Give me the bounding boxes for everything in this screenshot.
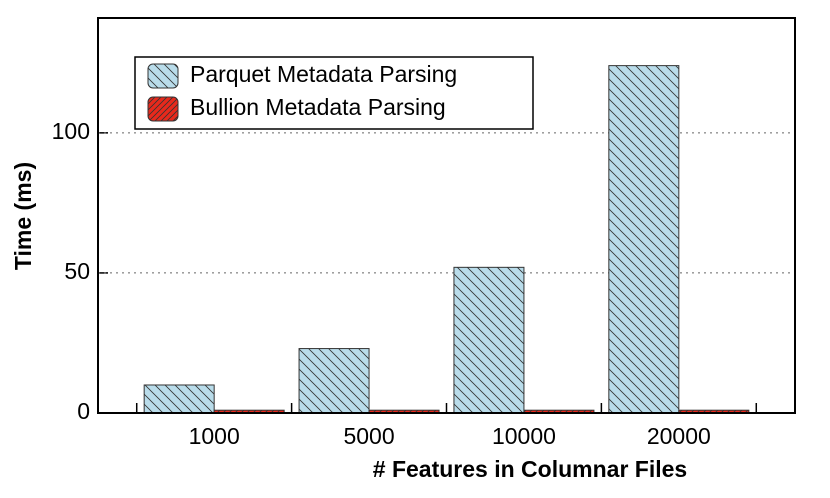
bar xyxy=(453,266,525,414)
x-tick-label: 5000 xyxy=(343,423,394,449)
x-tick-label: 20000 xyxy=(647,423,711,449)
y-tick-label: 0 xyxy=(77,398,90,424)
bar xyxy=(608,65,680,414)
y-tick-label: 100 xyxy=(52,118,90,144)
y-axis-label: Time (ms) xyxy=(10,162,36,270)
legend-swatch xyxy=(147,96,179,122)
legend-label: Parquet Metadata Parsing xyxy=(190,61,457,87)
legend-swatch xyxy=(147,63,179,89)
bar xyxy=(298,348,370,414)
legend-box xyxy=(134,56,534,130)
x-axis-label: # Features in Columnar Files xyxy=(373,456,687,482)
x-tick-label: 10000 xyxy=(492,423,556,449)
legend-label: Bullion Metadata Parsing xyxy=(190,94,446,120)
x-tick-label: 1000 xyxy=(189,423,240,449)
plot-frame xyxy=(97,17,796,414)
y-tick-label: 50 xyxy=(64,258,90,284)
bar xyxy=(143,384,215,414)
